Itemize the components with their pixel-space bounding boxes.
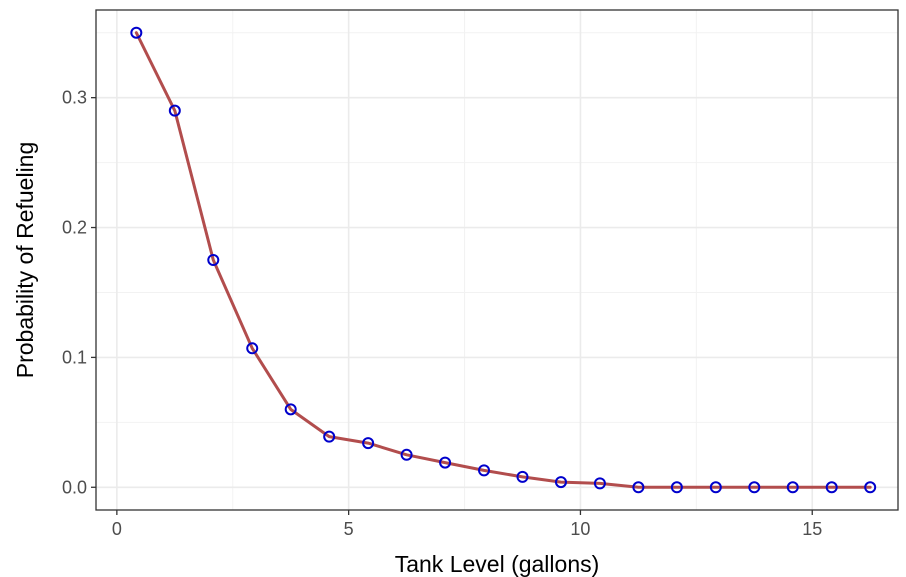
data-point (478, 464, 491, 477)
y-tick-label: 0.3 (62, 88, 87, 108)
panel-border (95, 9, 899, 511)
data-point (516, 470, 529, 483)
data-point (864, 481, 877, 494)
y-tick-label: 0.1 (62, 347, 87, 367)
x-axis: 0 5 10 15 (112, 510, 822, 539)
x-tick-label: 10 (570, 519, 590, 539)
data-point (632, 481, 645, 494)
data-point (284, 403, 297, 416)
data-point (362, 437, 375, 450)
data-point (439, 456, 452, 469)
x-axis-title: Tank Level (gallons) (395, 551, 600, 577)
series-line (134, 31, 872, 489)
data-point (207, 254, 220, 266)
data-point (400, 448, 413, 461)
data-point (593, 477, 606, 490)
x-tick-label: 5 (344, 519, 354, 539)
data-point (709, 481, 722, 494)
data-point (748, 481, 761, 494)
x-tick-label: 0 (112, 519, 122, 539)
y-tick-label: 0.2 (62, 218, 87, 238)
y-axis-title: Probability of Refueling (12, 142, 38, 379)
grid-major (96, 10, 898, 510)
data-point (786, 481, 799, 494)
data-point (168, 104, 181, 117)
series-line-group (134, 31, 872, 489)
data-point (130, 26, 143, 39)
x-tick-label: 15 (802, 519, 822, 539)
y-axis: 0.0 0.1 0.2 0.3 (62, 88, 96, 497)
grid-minor (96, 10, 898, 510)
data-point (246, 342, 259, 355)
data-point (670, 481, 683, 494)
series-points-group (130, 26, 877, 494)
data-point (323, 430, 336, 443)
data-point (554, 476, 567, 489)
y-tick-label: 0.0 (62, 477, 87, 497)
data-point (825, 481, 838, 494)
